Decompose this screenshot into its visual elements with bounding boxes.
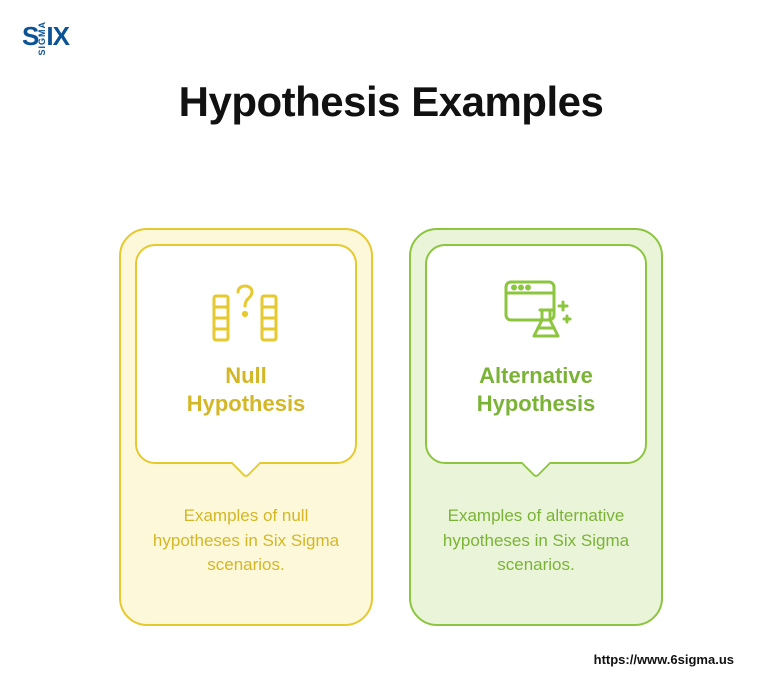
logo-letters-ix: IX <box>46 21 69 52</box>
bars-question-icon <box>206 272 286 348</box>
logo-letter-s: S <box>22 21 38 52</box>
card-title-line1: Null <box>225 363 267 388</box>
six-sigma-logo: S SIGMA IX <box>22 18 69 56</box>
card-description: Examples of alternative hypotheses in Si… <box>435 504 637 578</box>
card-null-hypothesis: Null Hypothesis Examples of null hypothe… <box>119 228 373 626</box>
speech-notch <box>230 447 261 478</box>
card-title-line1: Alternative <box>479 363 593 388</box>
card-title: Null Hypothesis <box>187 362 306 417</box>
footer-url: https://www.6sigma.us <box>594 652 734 667</box>
card-top-panel: Alternative Hypothesis <box>425 244 647 464</box>
card-title-line2: Hypothesis <box>187 391 306 416</box>
page-title: Hypothesis Examples <box>0 78 782 126</box>
speech-notch <box>520 447 551 478</box>
card-top-panel: Null Hypothesis <box>135 244 357 464</box>
browser-flask-icon <box>496 272 576 348</box>
cards-row: Null Hypothesis Examples of null hypothe… <box>0 228 782 626</box>
card-alternative-hypothesis: Alternative Hypothesis Examples of alter… <box>409 228 663 626</box>
card-description: Examples of null hypotheses in Six Sigma… <box>145 504 347 578</box>
card-title: Alternative Hypothesis <box>477 362 596 417</box>
logo-sigma-text: SIGMA <box>38 18 47 56</box>
card-title-line2: Hypothesis <box>477 391 596 416</box>
